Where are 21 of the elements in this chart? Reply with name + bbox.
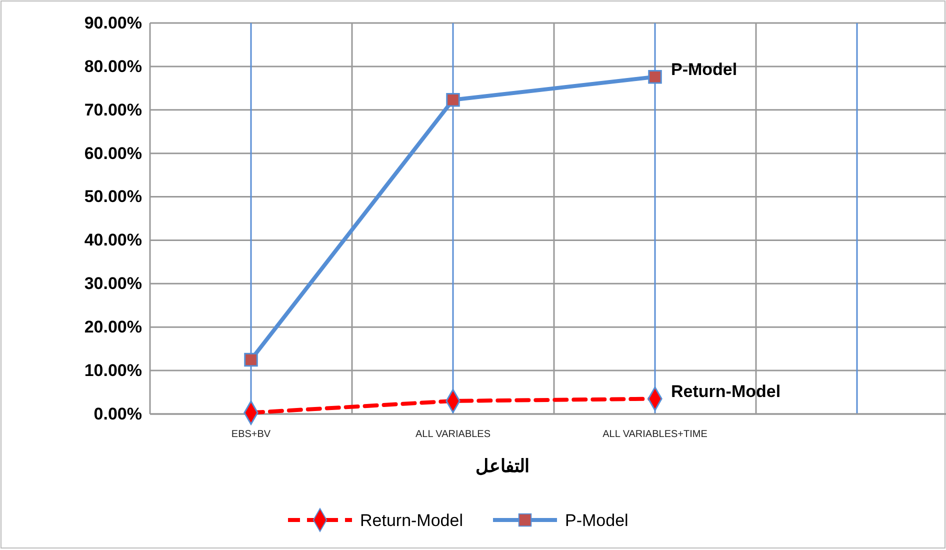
y-tick-label: 70.00% bbox=[84, 100, 142, 120]
y-tick-label: 50.00% bbox=[84, 187, 142, 206]
point bbox=[446, 93, 460, 107]
legend-label: Return-Model bbox=[360, 511, 463, 530]
point bbox=[648, 70, 662, 84]
x-tick-label: EBS+BV bbox=[231, 429, 271, 440]
point bbox=[244, 352, 258, 367]
legend-label: P-Model bbox=[565, 511, 628, 530]
y-tick-label: 30.00% bbox=[84, 274, 142, 294]
y-tick-label: 40.00% bbox=[84, 230, 142, 250]
y-tick-label: 10.00% bbox=[84, 360, 142, 380]
text: Return-Model bbox=[671, 382, 781, 401]
x-tick-label: ALL VARIABLES+TIME bbox=[602, 429, 708, 440]
text: P-Model bbox=[671, 60, 738, 79]
y-tick-label: 20.00% bbox=[84, 318, 142, 337]
y-tick-label: 80.00% bbox=[84, 56, 142, 76]
y-tick-label: 90.00% bbox=[84, 13, 142, 32]
x-axis-title: التفاعل bbox=[476, 456, 530, 476]
y-tick-label: 0.00% bbox=[94, 404, 142, 424]
y-tick-label: 60.00% bbox=[84, 144, 142, 163]
x-tick-label: ALL VARIABLES bbox=[415, 429, 491, 440]
